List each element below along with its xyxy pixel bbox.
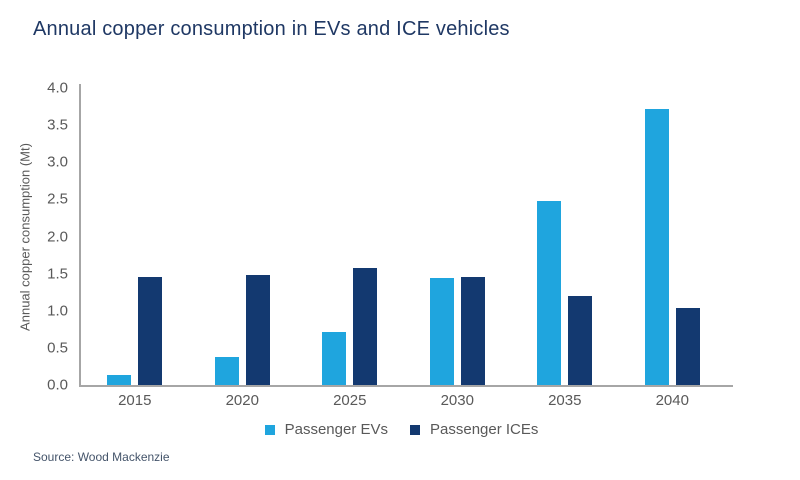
bar-passenger-ices-2025	[353, 268, 378, 385]
x-tick-label-2030: 2030	[440, 392, 474, 409]
legend-label: Passenger ICEs	[430, 421, 539, 438]
x-tick-label-2025: 2025	[333, 392, 367, 409]
source-note: Source: Wood Mackenzie	[33, 450, 170, 464]
y-axis-ticks: 0.0 0.5 1.0 1.5 2.0 2.5 3.0 3.5 4.0	[0, 80, 68, 394]
bar-passenger-ices-2015	[138, 277, 163, 385]
y-tick-label: 0.5	[47, 339, 68, 357]
bar-passenger-ices-2020	[245, 275, 270, 385]
bar-group-2015	[81, 88, 189, 385]
legend: Passenger EVs Passenger ICEs	[79, 421, 724, 438]
legend-entry-passenger-evs: Passenger EVs	[264, 421, 388, 438]
y-tick-label: 1.0	[47, 302, 68, 320]
legend-swatch-passenger-ices	[410, 424, 420, 435]
y-tick-label: 4.0	[47, 79, 68, 97]
legend-swatch-passenger-evs	[264, 424, 275, 435]
bar-group-2040	[619, 88, 727, 385]
y-tick-label: 3.5	[47, 116, 68, 134]
x-tick-label-2015: 2015	[118, 392, 152, 409]
y-tick-label: 2.5	[47, 190, 68, 208]
plot-area	[81, 88, 726, 385]
legend-label: Passenger EVs	[284, 421, 388, 438]
legend-entry-passenger-ices: Passenger ICEs	[410, 421, 538, 438]
bar-passenger-evs-2020	[214, 356, 239, 385]
bar-passenger-ices-2035	[568, 295, 593, 385]
bar-group-2020	[189, 88, 297, 385]
bar-group-2035	[511, 88, 619, 385]
bar-passenger-ices-2040	[675, 307, 700, 385]
x-tick-label-2020: 2020	[225, 392, 259, 409]
y-tick-label: 3.0	[47, 153, 68, 171]
bar-passenger-evs-2040	[644, 108, 669, 385]
x-tick-label-2035: 2035	[548, 392, 582, 409]
x-axis-line	[79, 385, 733, 387]
bar-passenger-evs-2035	[537, 200, 562, 385]
bar-passenger-evs-2015	[107, 375, 132, 385]
y-axis-line	[79, 84, 81, 385]
y-tick-label: 0.0	[47, 376, 68, 394]
y-tick-label: 2.0	[47, 228, 68, 245]
bar-passenger-evs-2030	[429, 278, 454, 385]
bar-group-2025	[296, 88, 404, 385]
bar-passenger-evs-2025	[322, 331, 347, 385]
x-axis-labels: 2015 2020 2025 2030 2035 2040	[81, 392, 726, 409]
y-tick-label: 1.5	[47, 265, 68, 283]
bar-passenger-ices-2030	[460, 277, 485, 385]
x-tick-label-2040: 2040	[655, 392, 689, 409]
bar-group-2030	[404, 88, 512, 385]
chart-title: Annual copper consumption in EVs and ICE…	[33, 18, 510, 40]
